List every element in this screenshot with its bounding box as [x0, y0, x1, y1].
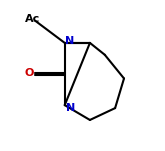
Text: Ac: Ac: [24, 14, 40, 24]
Text: N: N: [65, 36, 74, 46]
Text: N: N: [66, 103, 75, 113]
Text: O: O: [24, 67, 34, 77]
